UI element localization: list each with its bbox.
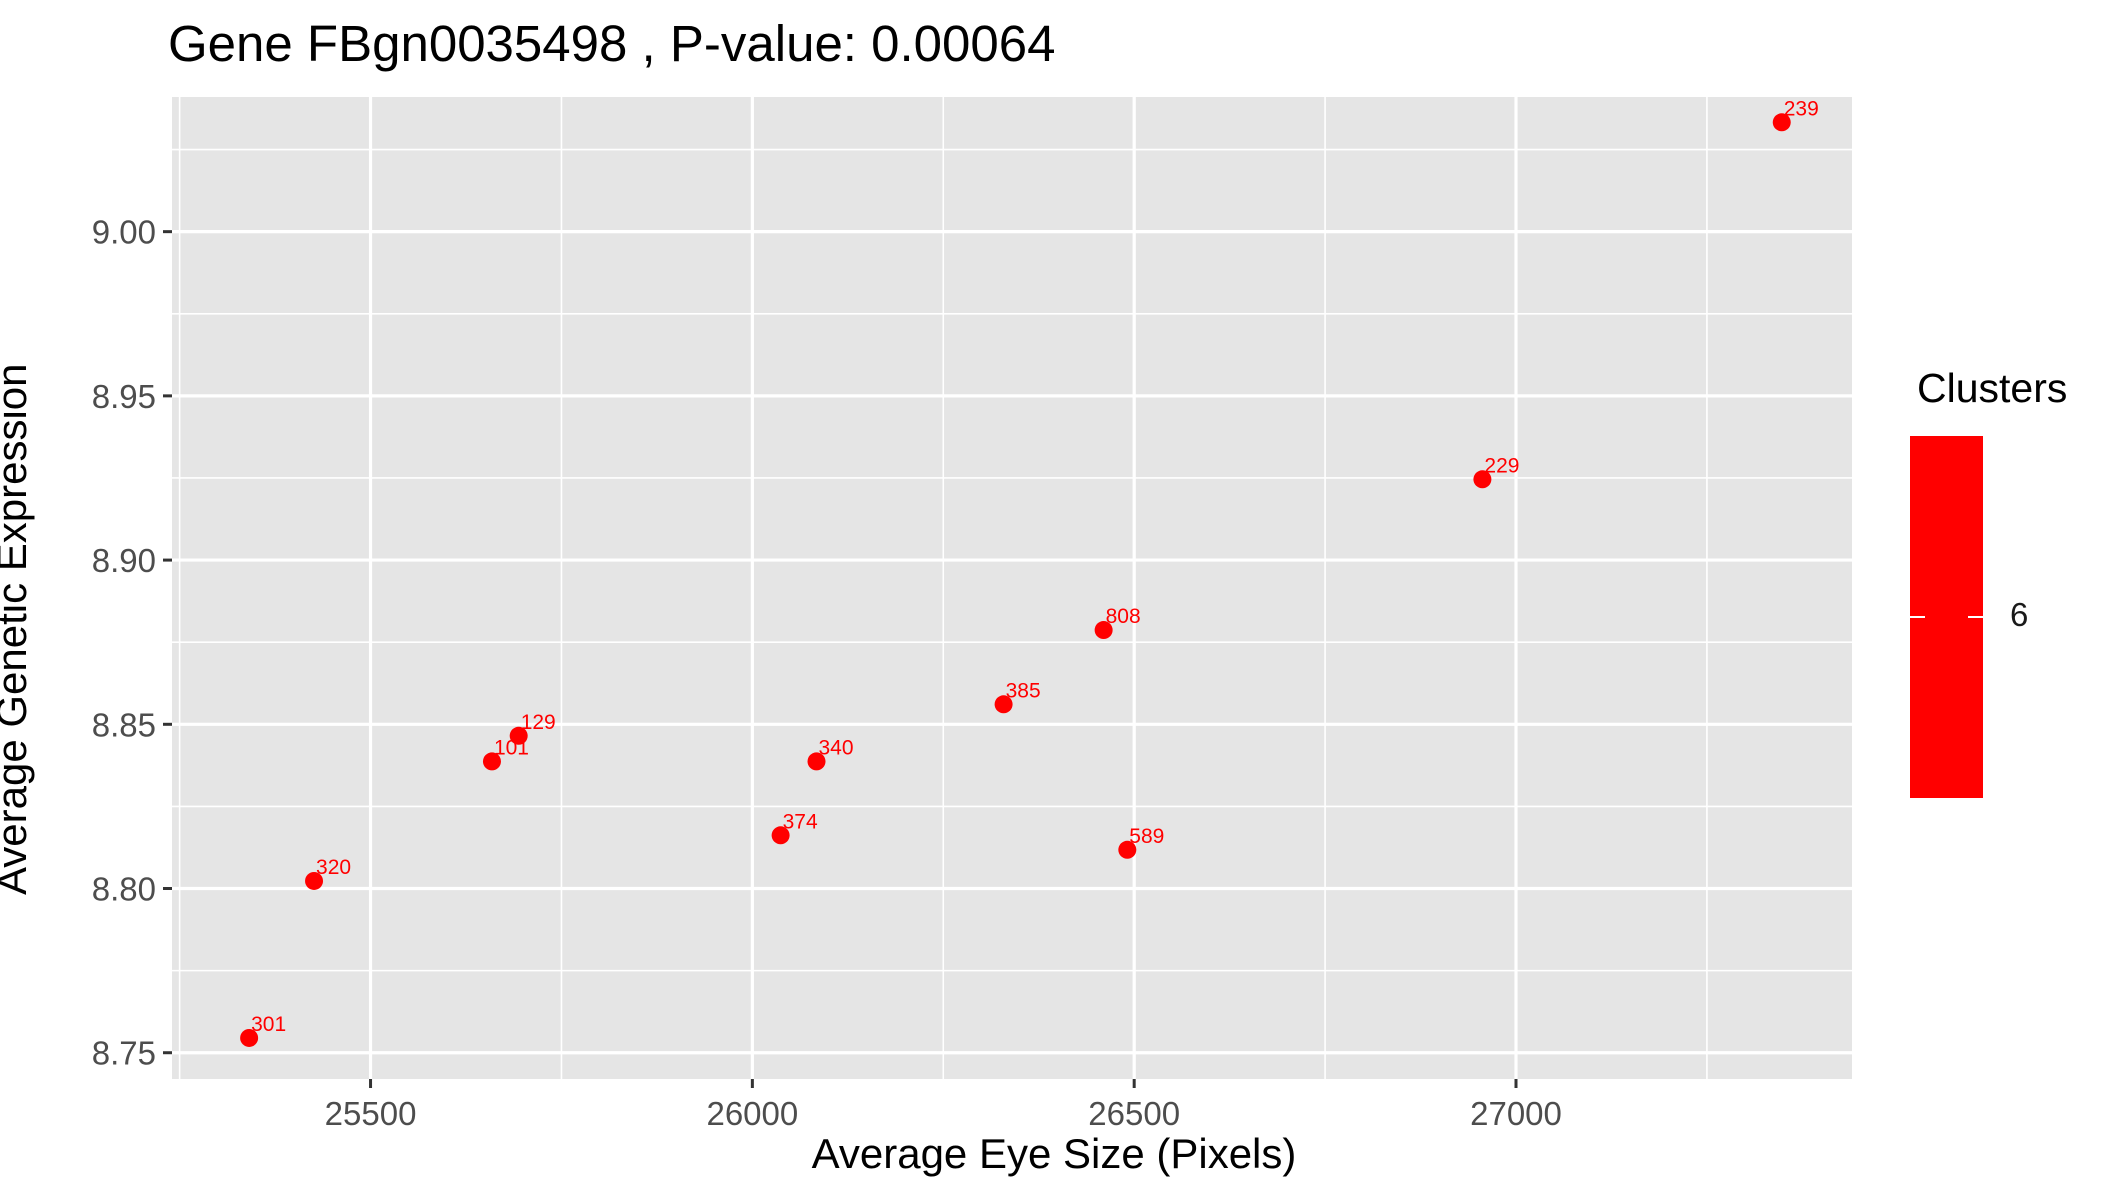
y-tick-label: 8.85 <box>92 706 156 743</box>
x-tick-label: 25500 <box>325 1095 417 1132</box>
data-point-label: 374 <box>783 810 818 833</box>
data-point-label: 340 <box>819 736 854 759</box>
x-tick-label: 26500 <box>1088 1095 1180 1132</box>
y-tick-label: 8.80 <box>92 871 156 908</box>
data-point-label: 385 <box>1006 679 1041 702</box>
data-point <box>1094 621 1113 640</box>
x-tick-label: 26000 <box>706 1095 798 1132</box>
y-tick-label: 8.95 <box>92 378 156 415</box>
data-point <box>509 726 528 745</box>
y-axis-title: Average Genetic Expression <box>0 363 35 895</box>
chart-title: Gene FBgn0035498 , P-value: 0.00064 <box>168 15 1056 72</box>
data-point <box>1473 470 1492 489</box>
data-point-label: 320 <box>316 856 351 879</box>
legend-title: Clusters <box>1917 365 2068 411</box>
data-point-label: 239 <box>1784 97 1819 120</box>
data-point <box>1772 113 1791 132</box>
x-axis-title: Average Eye Size (Pixels) <box>811 1130 1297 1177</box>
data-point <box>771 826 790 845</box>
data-point <box>1118 840 1137 859</box>
x-tick-label: 27000 <box>1470 1095 1562 1132</box>
plot-panel <box>172 97 1852 1079</box>
data-point <box>807 752 826 771</box>
data-point-label: 129 <box>521 711 556 734</box>
data-point <box>482 752 501 771</box>
data-point <box>240 1028 259 1047</box>
data-point-label: 808 <box>1106 605 1141 628</box>
y-tick-label: 8.75 <box>92 1035 156 1072</box>
y-tick-label: 9.00 <box>92 214 156 251</box>
legend-label: 6 <box>2010 596 2029 633</box>
data-point <box>994 695 1013 714</box>
data-point <box>305 871 324 890</box>
y-tick-label: 8.90 <box>92 542 156 579</box>
data-point-label: 589 <box>1129 825 1164 848</box>
data-point-label: 301 <box>251 1013 286 1036</box>
data-point-label: 229 <box>1484 454 1519 477</box>
